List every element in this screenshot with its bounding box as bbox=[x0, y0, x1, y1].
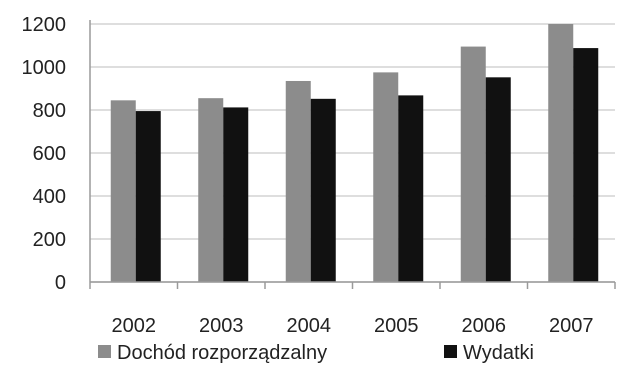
y-tick-label: 1000 bbox=[22, 57, 67, 79]
x-tick-label: 2006 bbox=[462, 315, 507, 337]
legend: Dochód rozporządzalny Wydatki bbox=[98, 342, 534, 364]
x-axis: 2002 2003 2004 2005 2006 2007 bbox=[89, 281, 616, 337]
gridlines bbox=[90, 23, 615, 283]
bar-wydatki-2004 bbox=[310, 98, 336, 282]
bar-dochod-2004 bbox=[285, 80, 311, 282]
y-tick-label: 200 bbox=[33, 229, 66, 251]
bar-dochod-2006 bbox=[460, 46, 486, 283]
y-tick-label: 800 bbox=[33, 100, 66, 122]
legend-item-wydatki: Wydatki bbox=[444, 342, 534, 364]
y-tick-label: 1200 bbox=[22, 14, 67, 36]
x-tick-label: 2004 bbox=[287, 315, 332, 337]
y-tick-label: 0 bbox=[55, 272, 66, 294]
bar-wydatki-2002 bbox=[135, 111, 161, 282]
legend-label: Dochód rozporządzalny bbox=[117, 342, 327, 364]
bar-wydatki-2005 bbox=[398, 95, 424, 282]
bar-dochod-2002 bbox=[110, 100, 136, 282]
bars bbox=[110, 24, 599, 283]
bar-wydatki-2007 bbox=[573, 48, 599, 282]
bar-dochod-2005 bbox=[373, 72, 399, 282]
y-tick-label: 600 bbox=[33, 143, 66, 165]
y-axis: 0 200 400 600 800 1000 1200 bbox=[22, 14, 91, 294]
bar-wydatki-2006 bbox=[485, 77, 511, 282]
x-tick-label: 2007 bbox=[549, 315, 594, 337]
x-tick-label: 2005 bbox=[374, 315, 419, 337]
y-tick-label: 400 bbox=[33, 186, 66, 208]
bar-dochod-2003 bbox=[198, 98, 224, 282]
x-tick-label: 2003 bbox=[199, 315, 244, 337]
x-tick-label: 2002 bbox=[112, 315, 157, 337]
legend-item-dochod: Dochód rozporządzalny bbox=[98, 342, 327, 364]
bar-wydatki-2003 bbox=[223, 107, 249, 282]
legend-swatch bbox=[98, 345, 111, 358]
legend-swatch bbox=[444, 345, 457, 358]
bar-dochod-2007 bbox=[548, 24, 574, 282]
legend-label: Wydatki bbox=[463, 342, 534, 364]
